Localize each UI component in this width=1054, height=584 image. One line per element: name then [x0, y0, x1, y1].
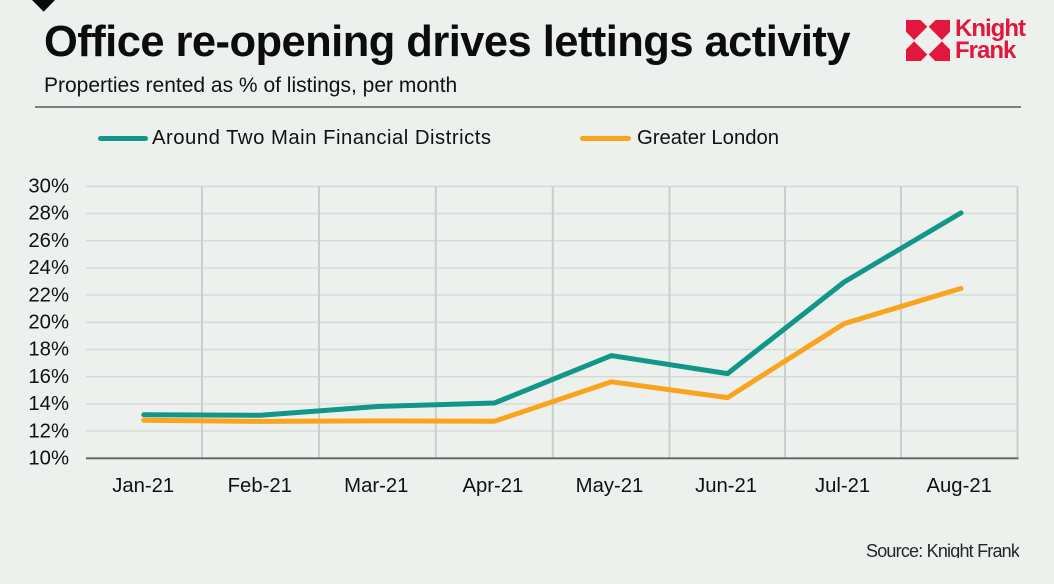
- svg-text:12%: 12%: [28, 420, 69, 442]
- svg-text:18%: 18%: [28, 339, 69, 361]
- svg-text:Feb-21: Feb-21: [228, 475, 292, 497]
- svg-text:Jan-21: Jan-21: [112, 475, 174, 497]
- svg-text:Jun-21: Jun-21: [695, 475, 757, 497]
- svg-text:10%: 10%: [28, 448, 69, 470]
- svg-text:May-21: May-21: [576, 475, 644, 497]
- svg-text:20%: 20%: [28, 312, 69, 334]
- svg-text:14%: 14%: [28, 393, 69, 415]
- svg-text:16%: 16%: [28, 366, 69, 388]
- svg-text:Apr-21: Apr-21: [462, 475, 523, 497]
- svg-text:Aug-21: Aug-21: [926, 475, 991, 497]
- svg-text:28%: 28%: [28, 203, 69, 225]
- svg-text:24%: 24%: [28, 257, 69, 279]
- svg-text:22%: 22%: [28, 284, 69, 306]
- svg-text:30%: 30%: [28, 176, 69, 198]
- svg-text:Mar-21: Mar-21: [344, 475, 408, 497]
- svg-text:26%: 26%: [28, 230, 69, 252]
- svg-text:Jul-21: Jul-21: [815, 475, 870, 497]
